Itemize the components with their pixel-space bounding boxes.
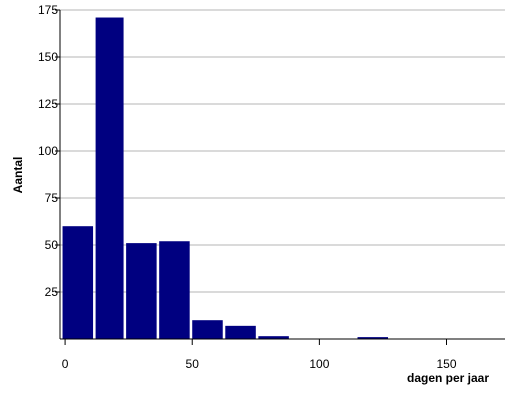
histogram-bar bbox=[126, 243, 157, 339]
histogram-bar bbox=[258, 336, 289, 339]
histogram-bar bbox=[159, 241, 190, 339]
axes bbox=[59, 10, 505, 340]
histogram-bar bbox=[62, 226, 94, 339]
histogram-bar bbox=[192, 320, 223, 339]
y-tick-label: 100 bbox=[38, 144, 58, 158]
x-tick-label: 100 bbox=[309, 357, 329, 371]
y-tick-label: 50 bbox=[45, 238, 59, 252]
y-tick-label: 25 bbox=[45, 285, 59, 299]
histogram-bar bbox=[95, 17, 124, 340]
histogram-bar bbox=[357, 337, 389, 339]
x-tick-label: 150 bbox=[436, 357, 456, 371]
x-tick-label: 50 bbox=[186, 357, 200, 371]
bars bbox=[62, 17, 389, 340]
histogram-bar bbox=[225, 325, 256, 339]
x-tick-label: 0 bbox=[62, 357, 69, 371]
y-tick-label: 150 bbox=[38, 50, 58, 64]
y-tick-label: 75 bbox=[45, 191, 59, 205]
x-axis-title: dagen per jaar bbox=[407, 371, 489, 385]
x-tick-labels: 0 50 100 150 bbox=[62, 339, 457, 371]
y-axis-title: Aantal bbox=[11, 157, 25, 194]
y-tick-label: 125 bbox=[38, 97, 58, 111]
y-tick-labels: 25 50 75 100 125 150 175 bbox=[38, 3, 60, 299]
y-tick-label: 175 bbox=[38, 3, 58, 17]
